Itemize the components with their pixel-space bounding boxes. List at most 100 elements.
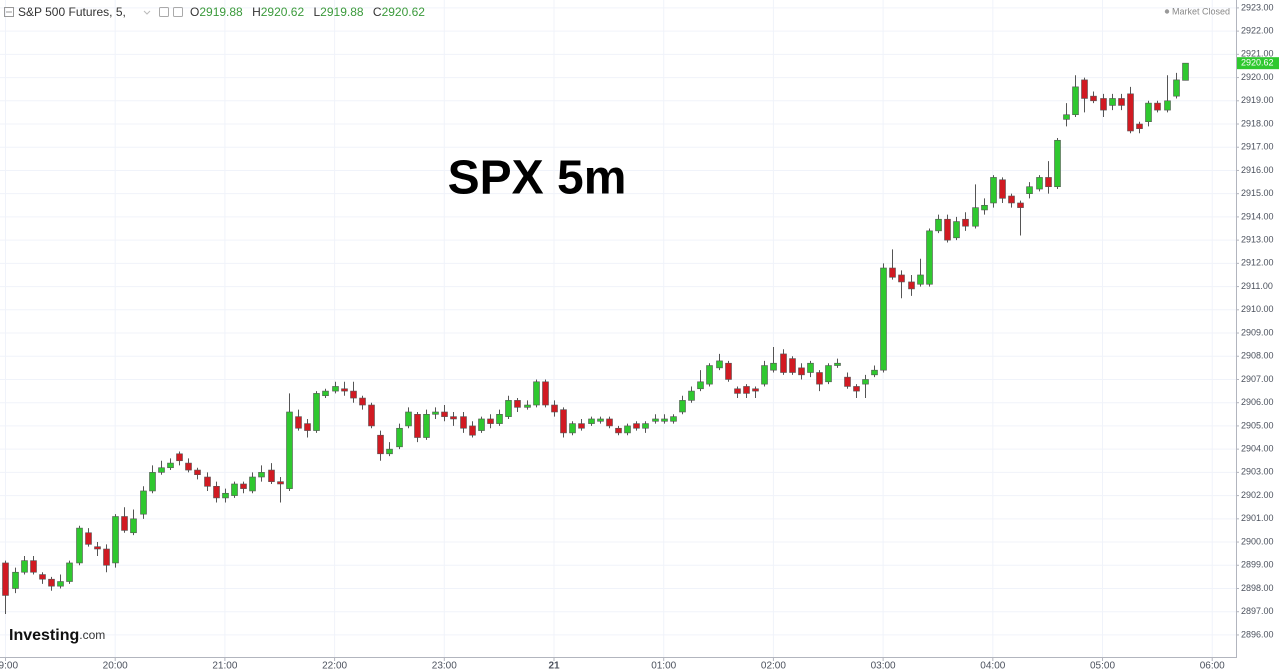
candle-body (258, 472, 265, 478)
candle-body (21, 560, 28, 573)
y-tick-label: 2909.00 (1241, 327, 1274, 337)
candle-body (1036, 177, 1043, 190)
candle-body (1090, 95, 1097, 102)
ohlc-key: H (252, 5, 261, 19)
candle-body (1136, 123, 1143, 129)
x-tick-label: 05:00 (1090, 661, 1115, 672)
candle-body (140, 490, 147, 515)
y-tick-label: 2913.00 (1241, 235, 1274, 245)
candle-body (2, 562, 9, 596)
ohlc-value: 2920.62 (382, 5, 426, 19)
close-icon[interactable] (173, 7, 183, 17)
candle-body (30, 560, 37, 573)
candle-body (268, 469, 275, 482)
x-tick-label: 23:00 (432, 661, 457, 672)
candle-body (926, 230, 933, 285)
candle-body (871, 369, 878, 376)
candle-body (844, 376, 851, 387)
candle-body (688, 390, 695, 401)
candle-body (48, 578, 55, 587)
candle-body (213, 486, 220, 499)
status-dot (1164, 9, 1170, 14)
y-tick-label: 2905.00 (1241, 420, 1274, 430)
candle-body (1127, 93, 1134, 132)
candle-body (1154, 102, 1161, 111)
y-tick-label: 2899.00 (1241, 560, 1274, 570)
candle-body (944, 218, 951, 241)
y-tick-label: 2912.00 (1241, 258, 1274, 268)
candle-body (304, 423, 311, 431)
candle-body (1109, 98, 1116, 106)
candle-body (94, 546, 101, 550)
candle-body (85, 532, 92, 545)
y-tick-label: 2918.00 (1241, 118, 1274, 128)
settings-icon[interactable] (159, 7, 169, 17)
candle-body (1054, 139, 1061, 188)
candle-body (231, 483, 238, 496)
symbol: S&P 500 Futures, 5, (18, 5, 126, 19)
logo: Investing.com (9, 627, 105, 644)
candle-body (789, 358, 796, 373)
x-tick-label: 22:00 (322, 661, 347, 672)
y-tick-label: 2897.00 (1241, 606, 1274, 616)
ohlc-value: 2920.62 (261, 5, 305, 19)
candle-body (962, 218, 969, 227)
x-tick-label: 19:00 (0, 661, 18, 672)
candle-body (460, 416, 467, 429)
ohlc: O2919.88 H2920.62 L2919.88 C2920.62 (190, 5, 425, 19)
x-tick-label: 06:00 (1200, 661, 1225, 672)
candle-body (1072, 86, 1079, 116)
y-tick-label: 2923.00 (1241, 2, 1274, 12)
candle-body (816, 372, 823, 385)
y-tick-label: 2910.00 (1241, 304, 1274, 314)
candle-body (542, 381, 549, 406)
candle-body (706, 365, 713, 385)
y-tick-label: 2919.00 (1241, 95, 1274, 105)
collapse-icon[interactable] (4, 7, 14, 17)
y-tick-label: 2902.00 (1241, 490, 1274, 500)
ohlc-key: L (313, 5, 320, 19)
candle-body (313, 393, 320, 431)
candle-body (286, 411, 293, 489)
candle-body (1118, 98, 1125, 106)
candle-body (130, 518, 137, 534)
candle-body (57, 581, 64, 587)
y-tick-label: 2921.00 (1241, 49, 1274, 59)
candle-body (149, 472, 156, 492)
candle-body (322, 390, 329, 397)
last-price-label: 2920.62 (1241, 58, 1274, 68)
candle-body (725, 362, 732, 380)
logo-suffix: .com (79, 628, 105, 642)
candle-body (633, 423, 640, 429)
candle-body (761, 365, 768, 385)
candle-body (432, 411, 439, 415)
x-tick-label: 04:00 (980, 661, 1005, 672)
candle-body (158, 467, 165, 473)
dropdown-icon[interactable] (143, 10, 151, 15)
ohlc-key: C (373, 5, 382, 19)
candle-body (770, 362, 777, 371)
candle-body (880, 267, 887, 371)
y-tick-label: 2920.00 (1241, 72, 1274, 82)
candle-body (780, 353, 787, 373)
x-tick-label: 20:00 (103, 661, 128, 672)
candle-body (1081, 79, 1088, 99)
candle-body (1017, 202, 1024, 208)
x-tick-label: 01:00 (651, 661, 676, 672)
candle-body (825, 365, 832, 383)
candle-body (1008, 195, 1015, 204)
candle-body (853, 386, 860, 392)
candle-body (277, 481, 284, 485)
candle-body (1026, 186, 1033, 194)
y-tick-label: 2922.00 (1241, 25, 1274, 35)
candle-body (76, 527, 83, 564)
ohlc-value: 2919.88 (199, 5, 243, 19)
candle-body (514, 400, 521, 408)
y-tick-label: 2898.00 (1241, 583, 1274, 593)
candle-body (889, 267, 896, 278)
candle-body (1173, 79, 1180, 97)
candle-body (1100, 98, 1107, 111)
candle-body (588, 418, 595, 424)
candle-body (551, 404, 558, 413)
